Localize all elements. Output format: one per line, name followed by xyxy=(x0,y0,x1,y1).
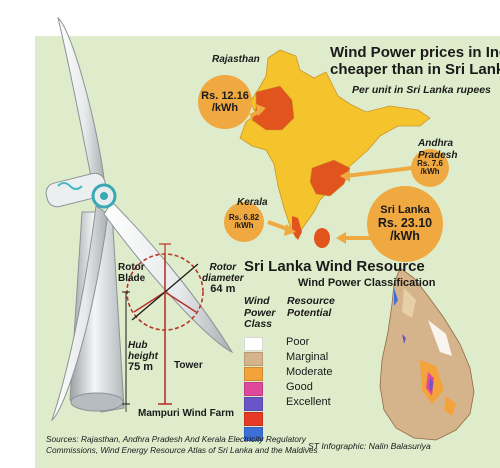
kerala-price-value: Rs. 6.82 xyxy=(228,213,260,222)
kerala-price-unit: /kWh xyxy=(234,221,254,231)
kerala-region xyxy=(292,216,302,240)
rajasthan-price: Rs. 12.16 /kWh xyxy=(198,90,252,114)
wind-farm-label: Mampuri Wind Farm xyxy=(138,408,235,419)
andhra-label: Andhra Pradesh xyxy=(418,138,457,162)
headline-line-1: Wind Power prices in India xyxy=(330,44,500,61)
legend-label-excellent: Excellent xyxy=(286,396,331,408)
legend-label-marginal: Marginal xyxy=(286,351,329,363)
headline-subtitle: Per unit in Sri Lanka rupees xyxy=(352,84,491,96)
legend-col-potential-line-2: Potential xyxy=(287,306,332,319)
andhra-price-unit: /kWh xyxy=(420,167,440,177)
andhra-bubble xyxy=(411,149,449,187)
rotor-diameter-label-line-1: Rotor xyxy=(209,262,237,273)
infographic-credit: ST Infographic: Nalin Balasuriya xyxy=(308,441,431,451)
kerala-bubble xyxy=(224,202,264,242)
tower-label: Tower xyxy=(174,360,203,371)
andhra-price: Rs. 7.6 /kWh xyxy=(411,159,449,177)
hub-height-label-line-1: Hub xyxy=(128,340,148,351)
rotor-diameter-label-line-2: diameter xyxy=(202,273,244,284)
rotor-blade-label-line-2: Blade xyxy=(118,273,146,284)
andhra-price-value: Rs. 7.6 xyxy=(417,159,443,168)
legend-label-poor: Poor xyxy=(286,336,310,348)
legend-swatch-red xyxy=(244,412,263,426)
rajasthan-bubble xyxy=(198,75,252,129)
headline-line-2: cheaper than in Sri Lanka xyxy=(330,61,500,78)
rajasthan-price-unit: /kWh xyxy=(211,101,239,114)
hub-height-value: 75 m xyxy=(128,361,154,373)
legend-swatch-good xyxy=(244,382,263,396)
kerala-price: Rs. 6.82 /kWh xyxy=(224,213,264,231)
rotor-blade-label-line-1: Rotor xyxy=(118,262,145,273)
sri-lanka-price-name: Sri Lanka xyxy=(380,204,430,216)
kerala-label: Kerala xyxy=(237,197,268,208)
blade-upper xyxy=(57,16,105,183)
legend-swatch-moderate xyxy=(244,367,263,381)
nacelle-logo xyxy=(57,182,83,190)
sri-lanka-price-unit: /kWh xyxy=(390,229,420,243)
legend-label-moderate: Moderate xyxy=(286,366,333,378)
resource-title: Sri Lanka Wind Resource xyxy=(244,258,425,275)
rajasthan-label: Rajasthan xyxy=(212,54,260,65)
legend-col-class-line-1: Wind xyxy=(244,295,270,307)
tower-base xyxy=(70,392,124,412)
legend-col-potential: Resource Potential xyxy=(287,295,335,319)
legend-swatch-marginal xyxy=(244,352,263,366)
rajasthan-price-value: Rs. 12.16 xyxy=(201,90,249,102)
sri-lanka-price: Sri Lanka Rs. 23.10 /kWh xyxy=(367,204,443,243)
legend-label-good: Good xyxy=(286,381,313,393)
andhra-label-line-1: Andhra xyxy=(418,138,453,149)
legend-col-potential-line-1: Resource xyxy=(287,295,335,307)
headline: Wind Power prices in India cheaper than … xyxy=(330,44,500,78)
sources-line-2: Commissions, Wind Energy Resource Atlas … xyxy=(46,445,318,455)
sri-lanka-price-value: Rs. 23.10 xyxy=(377,216,433,230)
sri-lanka-small xyxy=(314,228,330,248)
blade-right xyxy=(103,201,234,354)
legend-col-class: Wind Power Class xyxy=(244,295,276,331)
andhra-label-line-2: Pradesh xyxy=(418,150,458,161)
blade-lower xyxy=(50,205,109,422)
resource-subtitle: Wind Power Classification xyxy=(298,277,436,289)
sources-line-1: Sources: Rajasthan, Andhra Pradesh And K… xyxy=(46,434,306,444)
legend-col-class-line-2: Power xyxy=(244,306,276,319)
legend-col-class-line-3: Class xyxy=(244,318,273,330)
rotor-diameter-label: Rotor diameter 64 m xyxy=(202,262,244,295)
hub-height-label-line-2: height xyxy=(128,351,158,362)
rotor-blade-label: Rotor Blade xyxy=(118,262,145,284)
andhra-region xyxy=(309,159,351,197)
sri-lanka-bubble xyxy=(367,186,443,262)
hub-height-label: Hub height 75 m xyxy=(128,340,158,373)
rotor-diameter-value: 64 m xyxy=(210,283,236,295)
sources-note: Sources: Rajasthan, Andhra Pradesh And K… xyxy=(46,434,318,456)
legend-swatch-excellent xyxy=(244,397,263,411)
legend-swatch-poor xyxy=(244,337,263,351)
legend-swatch-blue xyxy=(244,427,263,441)
